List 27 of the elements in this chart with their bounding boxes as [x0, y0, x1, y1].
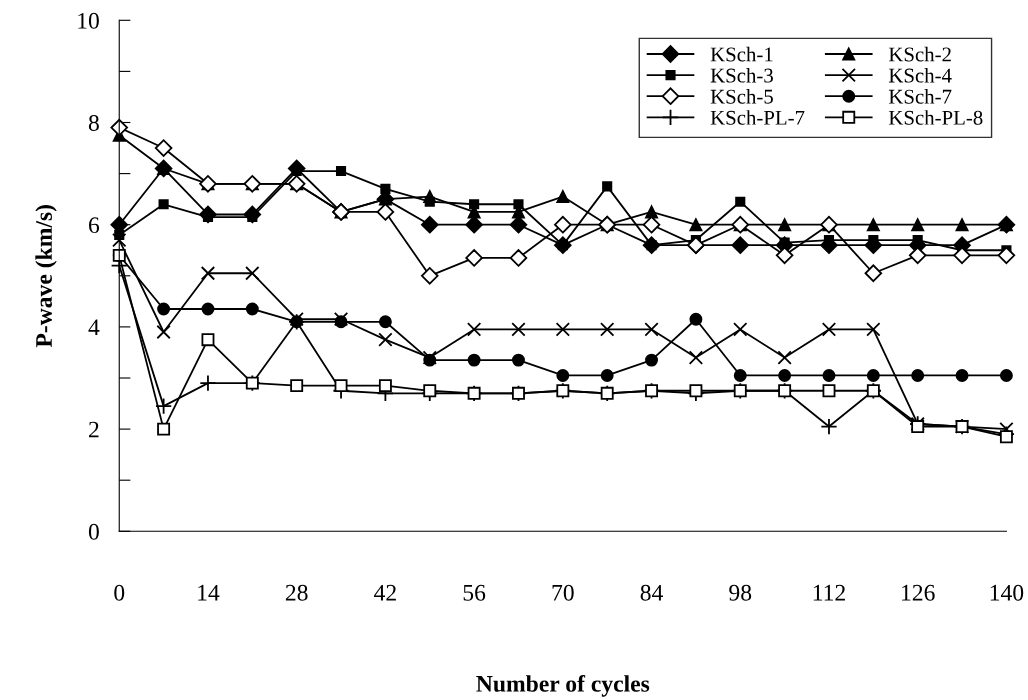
x-tick-label: 126 [902, 584, 935, 601]
x-tick-label: 56 [463, 584, 486, 601]
y-tick-label: 0 [88, 523, 99, 540]
legend-label: KSch-5 [710, 89, 773, 104]
legend-label: KSch-1 [710, 46, 773, 62]
legend-label: KSch-4 [888, 67, 952, 83]
legend-label: KSch-2 [888, 46, 951, 62]
x-tick-label: 28 [285, 584, 308, 601]
y-axis-title: P-wave (km/s) [35, 205, 57, 348]
legend-label: KSch-7 [888, 89, 952, 104]
y-tick-label: 4 [88, 319, 100, 336]
x-tick-label: 14 [198, 584, 220, 601]
x-tick-label: 0 [114, 584, 125, 601]
x-tick-label: 98 [729, 584, 752, 601]
legend-label: KSch-PL-7 [710, 110, 805, 125]
legend-label: KSch-3 [710, 67, 773, 83]
y-tick-label: 2 [89, 421, 99, 438]
y-tick-label: 6 [89, 217, 100, 234]
x-tick-label: 42 [374, 584, 396, 601]
x-tick-label: 140 [990, 584, 1024, 601]
legend-label: KSch-PL-8 [888, 110, 983, 125]
x-tick-label: 70 [552, 584, 574, 601]
x-tick-label: 112 [813, 584, 845, 601]
x-tick-label: 84 [640, 584, 663, 601]
x-axis-title: Number of cycles [476, 674, 650, 697]
y-tick-label: 10 [78, 12, 99, 29]
y-tick-label: 8 [88, 114, 99, 131]
